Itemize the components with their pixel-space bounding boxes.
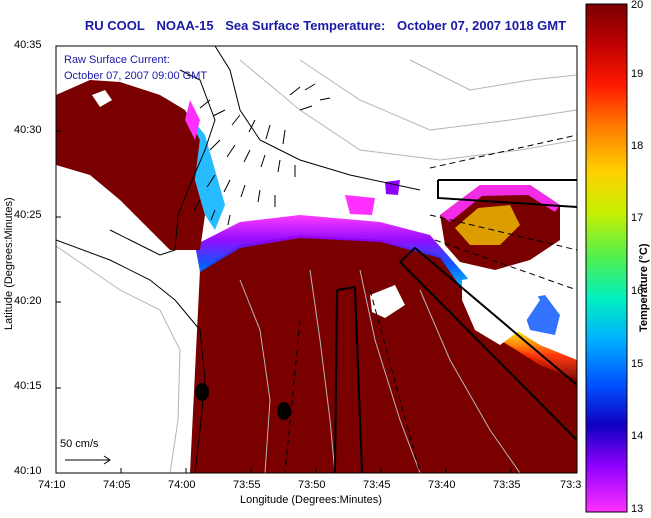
- colorbar-tick: 15: [631, 358, 644, 370]
- harbor-shoreline: [109, 69, 216, 256]
- x-tick: 73:3: [560, 479, 582, 491]
- title-part: NOAA-15: [156, 18, 214, 33]
- x-tick: 73:55: [233, 479, 261, 491]
- x-tick: 74:10: [38, 479, 66, 491]
- thermal-front: [195, 215, 577, 380]
- x-tick: 73:35: [493, 479, 521, 491]
- map-title: RU COOL NOAA-15 Sea Surface Temperature:…: [0, 18, 651, 33]
- y-tick: 40:15: [14, 380, 42, 392]
- y-axis-label: Latitude (Degrees:Minutes): [3, 197, 15, 330]
- legend-line-1: Raw Surface Current:: [64, 54, 170, 66]
- x-tick: 74:05: [103, 479, 131, 491]
- colorbar-tick: 16: [631, 285, 644, 297]
- scale-arrow: [65, 455, 111, 465]
- title-part: October 07, 2007 1018 GMT: [396, 18, 567, 33]
- x-tick: 73:50: [298, 479, 326, 491]
- colorbar-tick: 19: [631, 68, 644, 80]
- scale-label: 50 cm/s: [60, 438, 99, 450]
- colorbar-tick: 14: [631, 430, 644, 442]
- colorbar-tick: 20: [631, 0, 644, 11]
- shipping-lanes: [284, 134, 577, 473]
- buoy-marker: [195, 383, 209, 401]
- y-tick: 40:10: [14, 465, 42, 477]
- current-vectors: [193, 83, 331, 226]
- y-tick: 40:20: [14, 295, 42, 307]
- x-tick: 74:00: [168, 479, 196, 491]
- x-axis-label: Longitude (Degrees:Minutes): [240, 494, 382, 506]
- colorbar: [585, 3, 628, 513]
- legend-line-2: October 07, 2007 09:00 GMT: [64, 70, 208, 82]
- y-tick: 40:35: [14, 39, 42, 51]
- buoy-marker: [277, 402, 291, 420]
- colorbar-tick: 13: [631, 503, 644, 515]
- x-tick: 73:40: [428, 479, 456, 491]
- tick-marks: [55, 45, 512, 473]
- y-tick: 40:25: [14, 209, 42, 221]
- map-content: [56, 46, 577, 473]
- harbor-warm-water: [56, 80, 205, 250]
- colorbar-tick: 17: [631, 212, 644, 224]
- coastline: [56, 239, 206, 473]
- colorbar-label: Temperature (°C): [638, 243, 650, 332]
- colorbar-tick: 18: [631, 140, 644, 152]
- title-part: Sea Surface Temperature:: [225, 18, 386, 33]
- title-part: RU COOL: [84, 18, 145, 33]
- bathymetry-contours: [239, 279, 271, 473]
- x-tick: 73:45: [363, 479, 391, 491]
- y-tick: 40:30: [14, 124, 42, 136]
